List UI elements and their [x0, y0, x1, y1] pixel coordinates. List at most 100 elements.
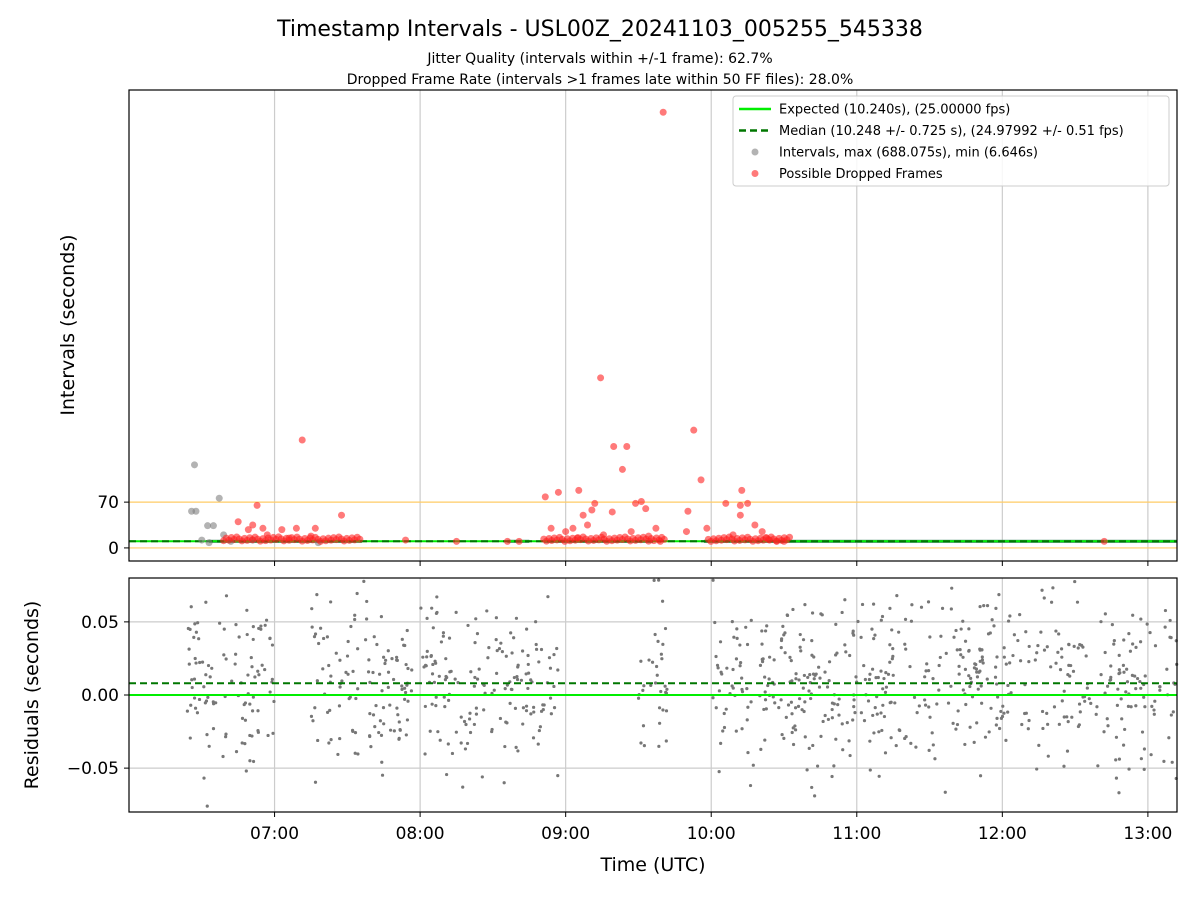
residual-point: [762, 707, 766, 712]
residual-point: [854, 675, 858, 679]
residual-point: [980, 701, 984, 705]
residual-point: [884, 685, 889, 689]
residual-point: [959, 653, 963, 657]
residual-point: [249, 655, 253, 660]
residual-point: [958, 648, 962, 652]
residual-point: [311, 719, 315, 723]
residual-point: [556, 668, 560, 672]
residual-point: [1066, 720, 1070, 724]
residual-point: [825, 685, 830, 689]
residual-point: [871, 667, 875, 671]
residual-point: [384, 658, 388, 662]
residual-point: [230, 679, 234, 683]
residual-point: [790, 730, 794, 735]
residual-point: [1058, 668, 1063, 672]
residual-point: [377, 672, 382, 676]
residual-point: [763, 675, 767, 679]
residual-point: [461, 785, 465, 789]
residual-point: [919, 605, 924, 609]
residual-point: [952, 635, 956, 639]
residual-point: [1108, 678, 1112, 682]
residual-point: [1042, 596, 1046, 600]
residual-point: [946, 701, 951, 705]
residual-point: [196, 621, 200, 625]
residual-point: [909, 741, 913, 745]
residual-point: [890, 657, 894, 661]
residual-point: [319, 626, 323, 630]
interval-point: [205, 539, 213, 547]
residual-point: [1035, 767, 1039, 771]
residual-point: [548, 666, 553, 670]
residual-point: [1150, 704, 1154, 708]
residual-point: [926, 600, 931, 604]
residual-point: [365, 599, 369, 604]
residual-point: [995, 682, 999, 686]
residual-point: [1129, 705, 1133, 709]
residual-point: [868, 672, 872, 676]
residual-point: [503, 687, 507, 691]
residual-point: [649, 683, 653, 688]
residual-point: [398, 728, 402, 732]
residual-point: [204, 600, 208, 604]
residual-point: [807, 689, 811, 693]
residual-point: [963, 742, 967, 747]
residual-point: [1033, 658, 1037, 662]
residual-point: [807, 746, 811, 751]
residual-point: [1121, 663, 1126, 667]
residual-point: [819, 612, 823, 616]
interval-point: [215, 494, 223, 502]
residual-point: [202, 776, 206, 780]
residual-point: [380, 773, 385, 777]
residual-point: [224, 735, 228, 739]
residual-point: [990, 618, 994, 622]
residual-point: [395, 655, 399, 659]
residual-point: [801, 686, 805, 690]
residual-point: [315, 679, 319, 683]
residual-point: [1134, 687, 1138, 691]
residual-point: [309, 714, 314, 718]
residual-point: [805, 768, 809, 772]
residual-point: [353, 731, 358, 735]
residual-point: [1039, 630, 1043, 634]
residual-point: [502, 781, 506, 785]
dropped-frame-point: [547, 524, 555, 532]
residual-point: [653, 681, 658, 685]
residual-point: [843, 598, 847, 602]
residual-point: [748, 783, 753, 788]
residual-point: [374, 703, 378, 708]
dropped-frame-point: [584, 521, 591, 529]
residual-point: [937, 663, 941, 668]
residual-point: [1117, 653, 1121, 657]
residual-point: [487, 646, 491, 650]
plot-frame: [128, 89, 1178, 562]
residual-point: [392, 729, 396, 733]
residual-point: [192, 696, 197, 700]
residual-point: [1168, 635, 1172, 639]
residual-point: [810, 639, 814, 643]
dropped-frame-point: [623, 443, 631, 451]
dropped-frame-point: [575, 486, 583, 494]
residual-point: [711, 696, 715, 700]
residual-point: [1060, 655, 1064, 659]
residual-point: [1126, 704, 1131, 708]
residual-point: [346, 639, 350, 644]
residual-point: [978, 604, 982, 609]
residual-point: [937, 688, 941, 692]
residual-point: [1052, 705, 1057, 709]
residual-point: [356, 687, 360, 691]
residual-point: [904, 735, 908, 739]
residual-point: [746, 705, 750, 709]
residual-point: [975, 670, 979, 674]
residual-point: [347, 697, 351, 701]
residual-point: [961, 619, 965, 623]
residual-point: [430, 606, 434, 610]
residual-point: [439, 640, 444, 644]
residual-point: [994, 723, 998, 727]
residual-point: [1142, 767, 1146, 771]
residual-point: [928, 635, 932, 639]
residual-point: [490, 729, 494, 734]
residual-point: [813, 673, 817, 677]
residual-point: [882, 714, 887, 719]
residual-point: [783, 631, 787, 635]
residual-point: [972, 666, 977, 670]
